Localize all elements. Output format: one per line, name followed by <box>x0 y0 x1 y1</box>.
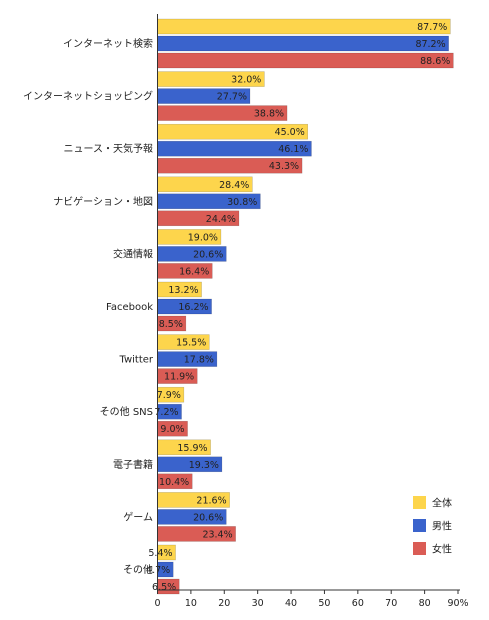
data-label: 32.0% <box>231 75 261 86</box>
category-label: 電子書籍 <box>113 458 153 471</box>
data-label: 7.9% <box>157 390 181 401</box>
data-label: 16.2% <box>178 302 208 313</box>
x-tick-label: 0 <box>154 598 160 609</box>
data-label: 38.8% <box>254 109 284 120</box>
category-label: ナビゲーション・地図 <box>53 195 153 208</box>
data-label: 8.5% <box>159 319 183 330</box>
data-label: 17.8% <box>184 355 214 366</box>
legend-swatch <box>413 496 426 509</box>
x-tick-label: 80 <box>419 598 431 609</box>
data-label: 9.0% <box>160 424 184 435</box>
data-label: 20.6% <box>193 249 223 260</box>
data-label: 6.5% <box>152 582 176 593</box>
bar <box>157 52 454 69</box>
category-labels-group: インターネット検索インターネットショッピングニュース・天気予報ナビゲーション・地… <box>23 37 154 576</box>
data-label: 10.4% <box>159 477 189 488</box>
category-label: ゲーム <box>123 511 153 523</box>
data-label: 45.0% <box>275 127 305 138</box>
legend-label: 女性 <box>432 543 452 556</box>
data-label: 13.2% <box>168 285 198 296</box>
data-label: 28.4% <box>219 180 249 191</box>
data-label: 43.3% <box>269 161 299 172</box>
x-tick-label: 70 <box>385 598 397 609</box>
data-label: 27.7% <box>217 92 247 103</box>
data-label: 16.4% <box>179 266 209 277</box>
legend-swatch <box>413 542 426 555</box>
legend-label: 男性 <box>432 520 452 533</box>
data-label: 20.6% <box>193 512 223 523</box>
category-label: その他 <box>123 563 153 576</box>
category-label: インターネットショッピング <box>23 90 153 103</box>
category-label: Facebook <box>106 302 153 313</box>
data-label: 88.6% <box>420 56 450 67</box>
data-label: 21.6% <box>196 495 226 506</box>
data-label: 87.2% <box>415 39 445 50</box>
category-label: ニュース・天気予報 <box>64 142 154 155</box>
x-tick-label: 30 <box>252 598 264 609</box>
x-tick-label: 60 <box>352 598 364 609</box>
category-label: 交通情報 <box>113 247 153 260</box>
x-tick-label: 10 <box>185 598 197 609</box>
data-label: 15.5% <box>176 338 206 349</box>
data-label: 7.2% <box>154 407 178 418</box>
data-label: 4.7% <box>146 565 170 576</box>
data-label: 23.4% <box>202 529 232 540</box>
x-tick-label: 20 <box>218 598 230 609</box>
x-tick-label: 40 <box>285 598 297 609</box>
data-label: 46.1% <box>278 144 308 155</box>
x-tick-label: 90% <box>447 598 468 609</box>
data-label: 30.8% <box>227 197 257 208</box>
x-tick-label: 50 <box>318 598 330 609</box>
bar <box>157 35 449 52</box>
x-ticks-group: 0 10 20 30 40 50 60 70 80 90% <box>154 590 469 609</box>
data-label: 11.9% <box>164 372 194 383</box>
legend-label: 全体 <box>432 497 452 510</box>
data-label: 19.0% <box>188 232 218 243</box>
category-label: Twitter <box>118 355 153 366</box>
data-label: 87.7% <box>417 22 447 33</box>
legend-swatch <box>413 519 426 532</box>
data-label: 24.4% <box>206 214 236 225</box>
bar <box>157 18 451 35</box>
category-label: インターネット検索 <box>63 37 153 50</box>
category-label: その他 SNS <box>100 405 153 418</box>
value-labels-group: 87.7% 87.2% 88.6% 32.0% 27.7% 38.8% 45.0% 46.1%… <box>146 22 450 593</box>
data-label: 19.3% <box>189 460 219 471</box>
data-label: 15.9% <box>177 443 207 454</box>
data-label: 5.4% <box>148 548 172 559</box>
